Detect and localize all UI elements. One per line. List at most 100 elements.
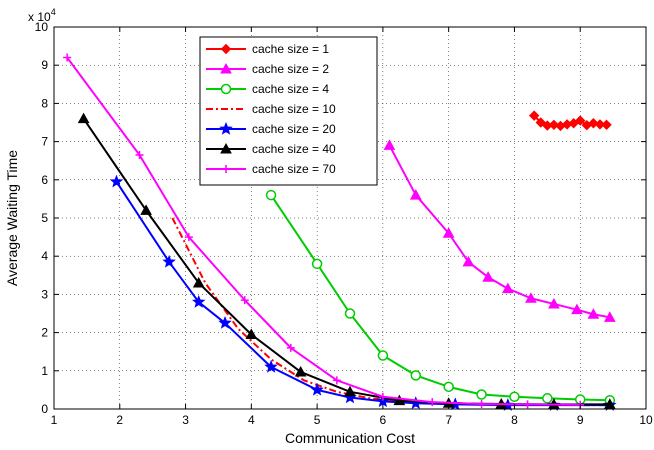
data-point — [443, 381, 454, 393]
y-tick-label: 5 — [41, 211, 48, 225]
data-point — [286, 343, 295, 352]
data-point — [310, 382, 324, 396]
y-multiplier-label: x 104 — [28, 7, 56, 24]
data-point — [601, 119, 612, 130]
data-point — [294, 365, 307, 377]
legend-swatch-marker — [220, 83, 232, 95]
data-point — [410, 370, 422, 381]
x-tick-label: 8 — [511, 413, 518, 427]
x-tick-label: 2 — [116, 413, 123, 427]
data-point — [240, 296, 249, 305]
data-point — [109, 174, 124, 188]
y-tick-label: 9 — [41, 58, 48, 72]
data-point — [77, 112, 90, 124]
data-point — [264, 359, 278, 373]
legend-label: cache size = 1 — [252, 42, 329, 56]
data-point — [523, 400, 532, 409]
data-point — [409, 189, 422, 200]
data-point — [502, 282, 514, 294]
data-point — [393, 394, 406, 406]
data-point — [477, 400, 486, 409]
series-layer — [63, 53, 617, 411]
y-tick-label: 4 — [41, 249, 48, 263]
y-tick-label: 8 — [41, 96, 48, 110]
y-tick-label: 7 — [41, 135, 48, 149]
x-tick-label: 5 — [314, 413, 321, 427]
legend: cache size = 1 cache size = 2 cache size =… — [199, 36, 378, 186]
data-point — [548, 297, 560, 309]
data-point — [442, 227, 455, 238]
legend-label: cache size = 2 — [252, 62, 329, 76]
legend-label: cache size = 40 — [252, 142, 336, 156]
data-point — [344, 385, 356, 397]
ticks — [53, 26, 647, 410]
data-point — [594, 119, 606, 130]
legend-swatch-marker — [220, 142, 232, 154]
data-point — [603, 311, 616, 322]
legend-label: cache size = 20 — [252, 122, 336, 136]
data-point — [265, 189, 277, 201]
data-point — [383, 139, 396, 150]
y-tick-label: 3 — [41, 287, 48, 301]
x-tick-label: 4 — [248, 413, 255, 427]
data-point — [184, 233, 193, 242]
data-point — [482, 271, 494, 282]
data-point — [525, 292, 537, 303]
data-point — [588, 118, 599, 129]
x-tick-label: 3 — [182, 413, 189, 427]
legend-swatch-marker — [220, 43, 232, 55]
data-point — [218, 315, 232, 329]
data-point — [162, 254, 176, 268]
data-point — [377, 350, 389, 361]
data-point — [548, 119, 560, 130]
y-tick-label: 1 — [41, 364, 48, 378]
y-tick-label: 6 — [41, 173, 48, 187]
data-point — [245, 328, 258, 340]
data-point — [575, 115, 586, 126]
legend-label: cache size = 70 — [252, 162, 336, 176]
data-point — [509, 391, 520, 403]
data-point — [140, 204, 152, 215]
series-group — [171, 217, 610, 407]
data-point — [528, 110, 540, 121]
x-tick-label: 10 — [639, 413, 653, 427]
x-tick-label: 1 — [51, 413, 58, 427]
data-point — [378, 392, 387, 401]
y-multiplier-exponent: 4 — [51, 7, 56, 17]
y-multiplier-base: x 10 — [28, 10, 51, 24]
series-group — [528, 110, 612, 132]
legend-box — [199, 36, 378, 186]
data-point — [571, 303, 583, 315]
data-point — [135, 150, 144, 159]
y-tick-label: 10 — [35, 20, 49, 34]
x-tick-label: 9 — [577, 413, 584, 427]
legend-swatch-marker — [222, 165, 230, 173]
legend-swatch-marker — [219, 121, 233, 135]
data-point — [587, 308, 600, 319]
data-point — [311, 258, 323, 270]
legend-swatch-marker — [220, 62, 232, 74]
x-axis-title: Communication Cost — [285, 430, 415, 446]
series-group — [383, 139, 616, 322]
y-tick-label: 0 — [41, 402, 48, 416]
data-point — [192, 276, 205, 288]
series-line — [171, 217, 610, 407]
data-point — [462, 255, 475, 267]
legend-label: cache size = 4 — [252, 82, 329, 96]
y-axis-title: Average Waiting Time — [4, 150, 20, 286]
legend-label: cache size = 10 — [252, 102, 336, 116]
series-group — [63, 53, 585, 409]
x-tick-label: 7 — [445, 413, 452, 427]
x-tick-label: 6 — [380, 413, 387, 427]
data-point — [476, 389, 487, 400]
data-point — [542, 393, 553, 404]
data-point — [63, 53, 72, 62]
data-point — [428, 398, 437, 407]
data-point — [344, 308, 356, 319]
data-point — [603, 398, 616, 409]
data-point — [191, 294, 206, 308]
y-tick-label: 2 — [41, 326, 48, 340]
data-point — [332, 376, 341, 385]
